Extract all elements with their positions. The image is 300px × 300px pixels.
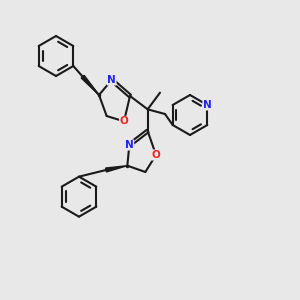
Polygon shape <box>81 75 99 95</box>
Text: O: O <box>152 150 160 160</box>
Text: N: N <box>203 100 212 110</box>
Polygon shape <box>106 166 127 172</box>
Text: N: N <box>125 140 134 150</box>
Text: O: O <box>120 116 128 126</box>
Text: N: N <box>107 75 116 85</box>
